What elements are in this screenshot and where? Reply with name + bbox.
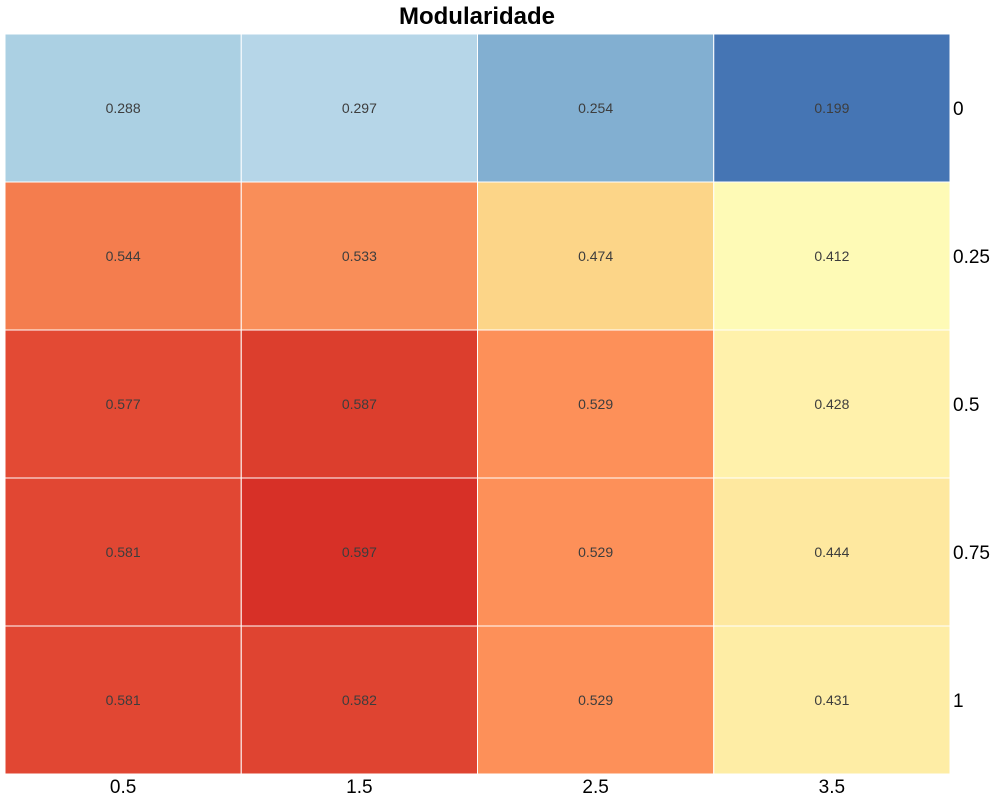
y-tick-label: 0.25 xyxy=(953,247,990,268)
cell-value-label: 0.529 xyxy=(578,692,613,708)
heatmap-cell xyxy=(240,33,478,183)
heatmap-cell xyxy=(240,329,478,479)
cell-value-label: 0.288 xyxy=(106,100,141,116)
cell-value-label: 0.199 xyxy=(814,100,849,116)
heatmap-cell xyxy=(4,477,242,627)
x-tick-label: 2.5 xyxy=(582,777,608,798)
heatmap-cell xyxy=(713,329,951,479)
heatmap-cell xyxy=(713,477,951,627)
cell-value-label: 0.297 xyxy=(342,100,377,116)
cell-value-label: 0.587 xyxy=(342,396,377,412)
y-axis-tick-labels: 0 0.25 0.5 0.75 1 xyxy=(953,99,990,712)
heatmap-cell xyxy=(477,33,715,183)
chart-title: Modularidade xyxy=(399,3,555,30)
cell-value-label: 0.444 xyxy=(814,544,849,560)
heatmap-cell xyxy=(240,625,478,775)
y-tick-label: 1 xyxy=(953,691,964,712)
cell-value-label: 0.577 xyxy=(106,396,141,412)
y-tick-label: 0.5 xyxy=(953,395,979,416)
cell-value-label: 0.529 xyxy=(578,396,613,412)
heatmap-cell xyxy=(4,33,242,183)
heatmap-cell xyxy=(4,625,242,775)
heatmap-cell xyxy=(477,181,715,331)
y-tick-label: 0 xyxy=(953,99,964,120)
cell-value-label: 0.581 xyxy=(106,692,141,708)
x-tick-label: 1.5 xyxy=(346,777,372,798)
y-tick-label: 0.75 xyxy=(953,543,990,564)
heatmap-cell xyxy=(713,33,951,183)
cell-value-label: 0.597 xyxy=(342,544,377,560)
cell-value-label: 0.428 xyxy=(814,396,849,412)
heatmap-cells xyxy=(4,33,951,775)
cell-value-label: 0.533 xyxy=(342,248,377,264)
heatmap-cell xyxy=(4,181,242,331)
cell-value-label: 0.581 xyxy=(106,544,141,560)
cell-value-label: 0.582 xyxy=(342,692,377,708)
cell-value-label: 0.529 xyxy=(578,544,613,560)
x-axis-tick-labels: 0.5 1.5 2.5 3.5 xyxy=(110,777,845,798)
cell-value-label: 0.431 xyxy=(814,692,849,708)
cell-value-label: 0.412 xyxy=(814,248,849,264)
x-tick-label: 0.5 xyxy=(110,777,136,798)
cell-value-label: 0.254 xyxy=(578,100,613,116)
heatmap-cell-labels: 0.288 0.297 0.254 0.199 0.544 0.533 0.474 0.412… xyxy=(106,100,850,708)
cell-value-label: 0.544 xyxy=(106,248,141,264)
x-tick-label: 3.5 xyxy=(819,777,845,798)
heatmap-cell xyxy=(477,625,715,775)
heatmap-cell xyxy=(713,625,951,775)
heatmap-cell xyxy=(240,477,478,627)
heatmap-cell xyxy=(477,477,715,627)
heatmap-cell xyxy=(713,181,951,331)
heatmap-cell xyxy=(240,181,478,331)
cell-value-label: 0.474 xyxy=(578,248,613,264)
